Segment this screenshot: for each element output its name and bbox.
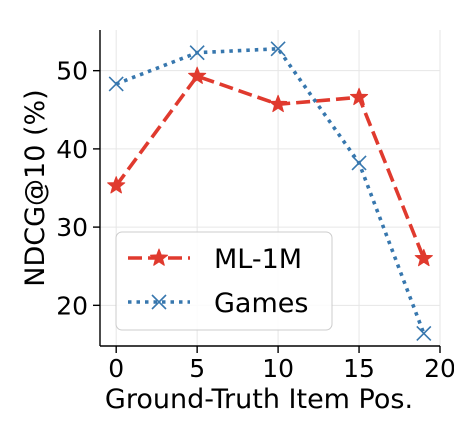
y-axis-title: NDCG@10 (%) [20,89,51,286]
legend-marker-games [151,294,167,310]
data-point-ml-1m-1 [188,66,207,84]
data-point-games-0 [108,76,124,92]
data-point-games-4-stroke-b [416,325,432,342]
x-axis-title: Ground-Truth Item Pos. [105,384,413,415]
x-tick-label-4: 20 [424,354,454,383]
y-tick-label-0: 20 [56,291,88,320]
y-tick-label-1: 30 [56,213,88,242]
data-point-games-1-stroke-b [189,45,205,61]
y-tick-label-2: 40 [56,135,88,164]
series-ml-1m [107,66,433,267]
data-point-games-4 [416,325,432,342]
legend-label-games: Games [214,288,308,319]
data-point-games-3-stroke-b [351,155,367,171]
data-point-ml-1m-2 [269,94,288,113]
series-line-games [115,46,426,335]
data-point-games-2-stroke-b [270,41,286,57]
data-point-games-1 [189,45,205,61]
x-tick-label-0: 0 [108,354,124,383]
legend-marker-games-stroke-b [151,294,167,310]
series-games [108,41,432,342]
data-point-games-3 [351,155,367,171]
y-tick-label-3: 50 [56,57,88,86]
data-point-ml-1m-4 [414,248,433,267]
legend: ML-1M Games [115,231,333,331]
data-point-ml-1m-0 [107,176,126,194]
data-point-games-0-stroke-b [108,76,124,92]
series-line-ml-1m [114,74,426,260]
data-point-games-2 [270,41,286,57]
x-tick-label-2: 10 [262,354,294,383]
x-tick-label-1: 5 [189,354,205,383]
legend-marker-ml-1m [149,248,169,266]
ticks: 0 5 10 15 20 20 30 40 50 [56,57,454,383]
series-layer [107,41,433,342]
legend-label-ml-1m: ML-1M [214,244,302,275]
x-tick-label-3: 15 [343,354,375,383]
data-point-ml-1m-3 [349,87,369,106]
axes [99,30,440,347]
